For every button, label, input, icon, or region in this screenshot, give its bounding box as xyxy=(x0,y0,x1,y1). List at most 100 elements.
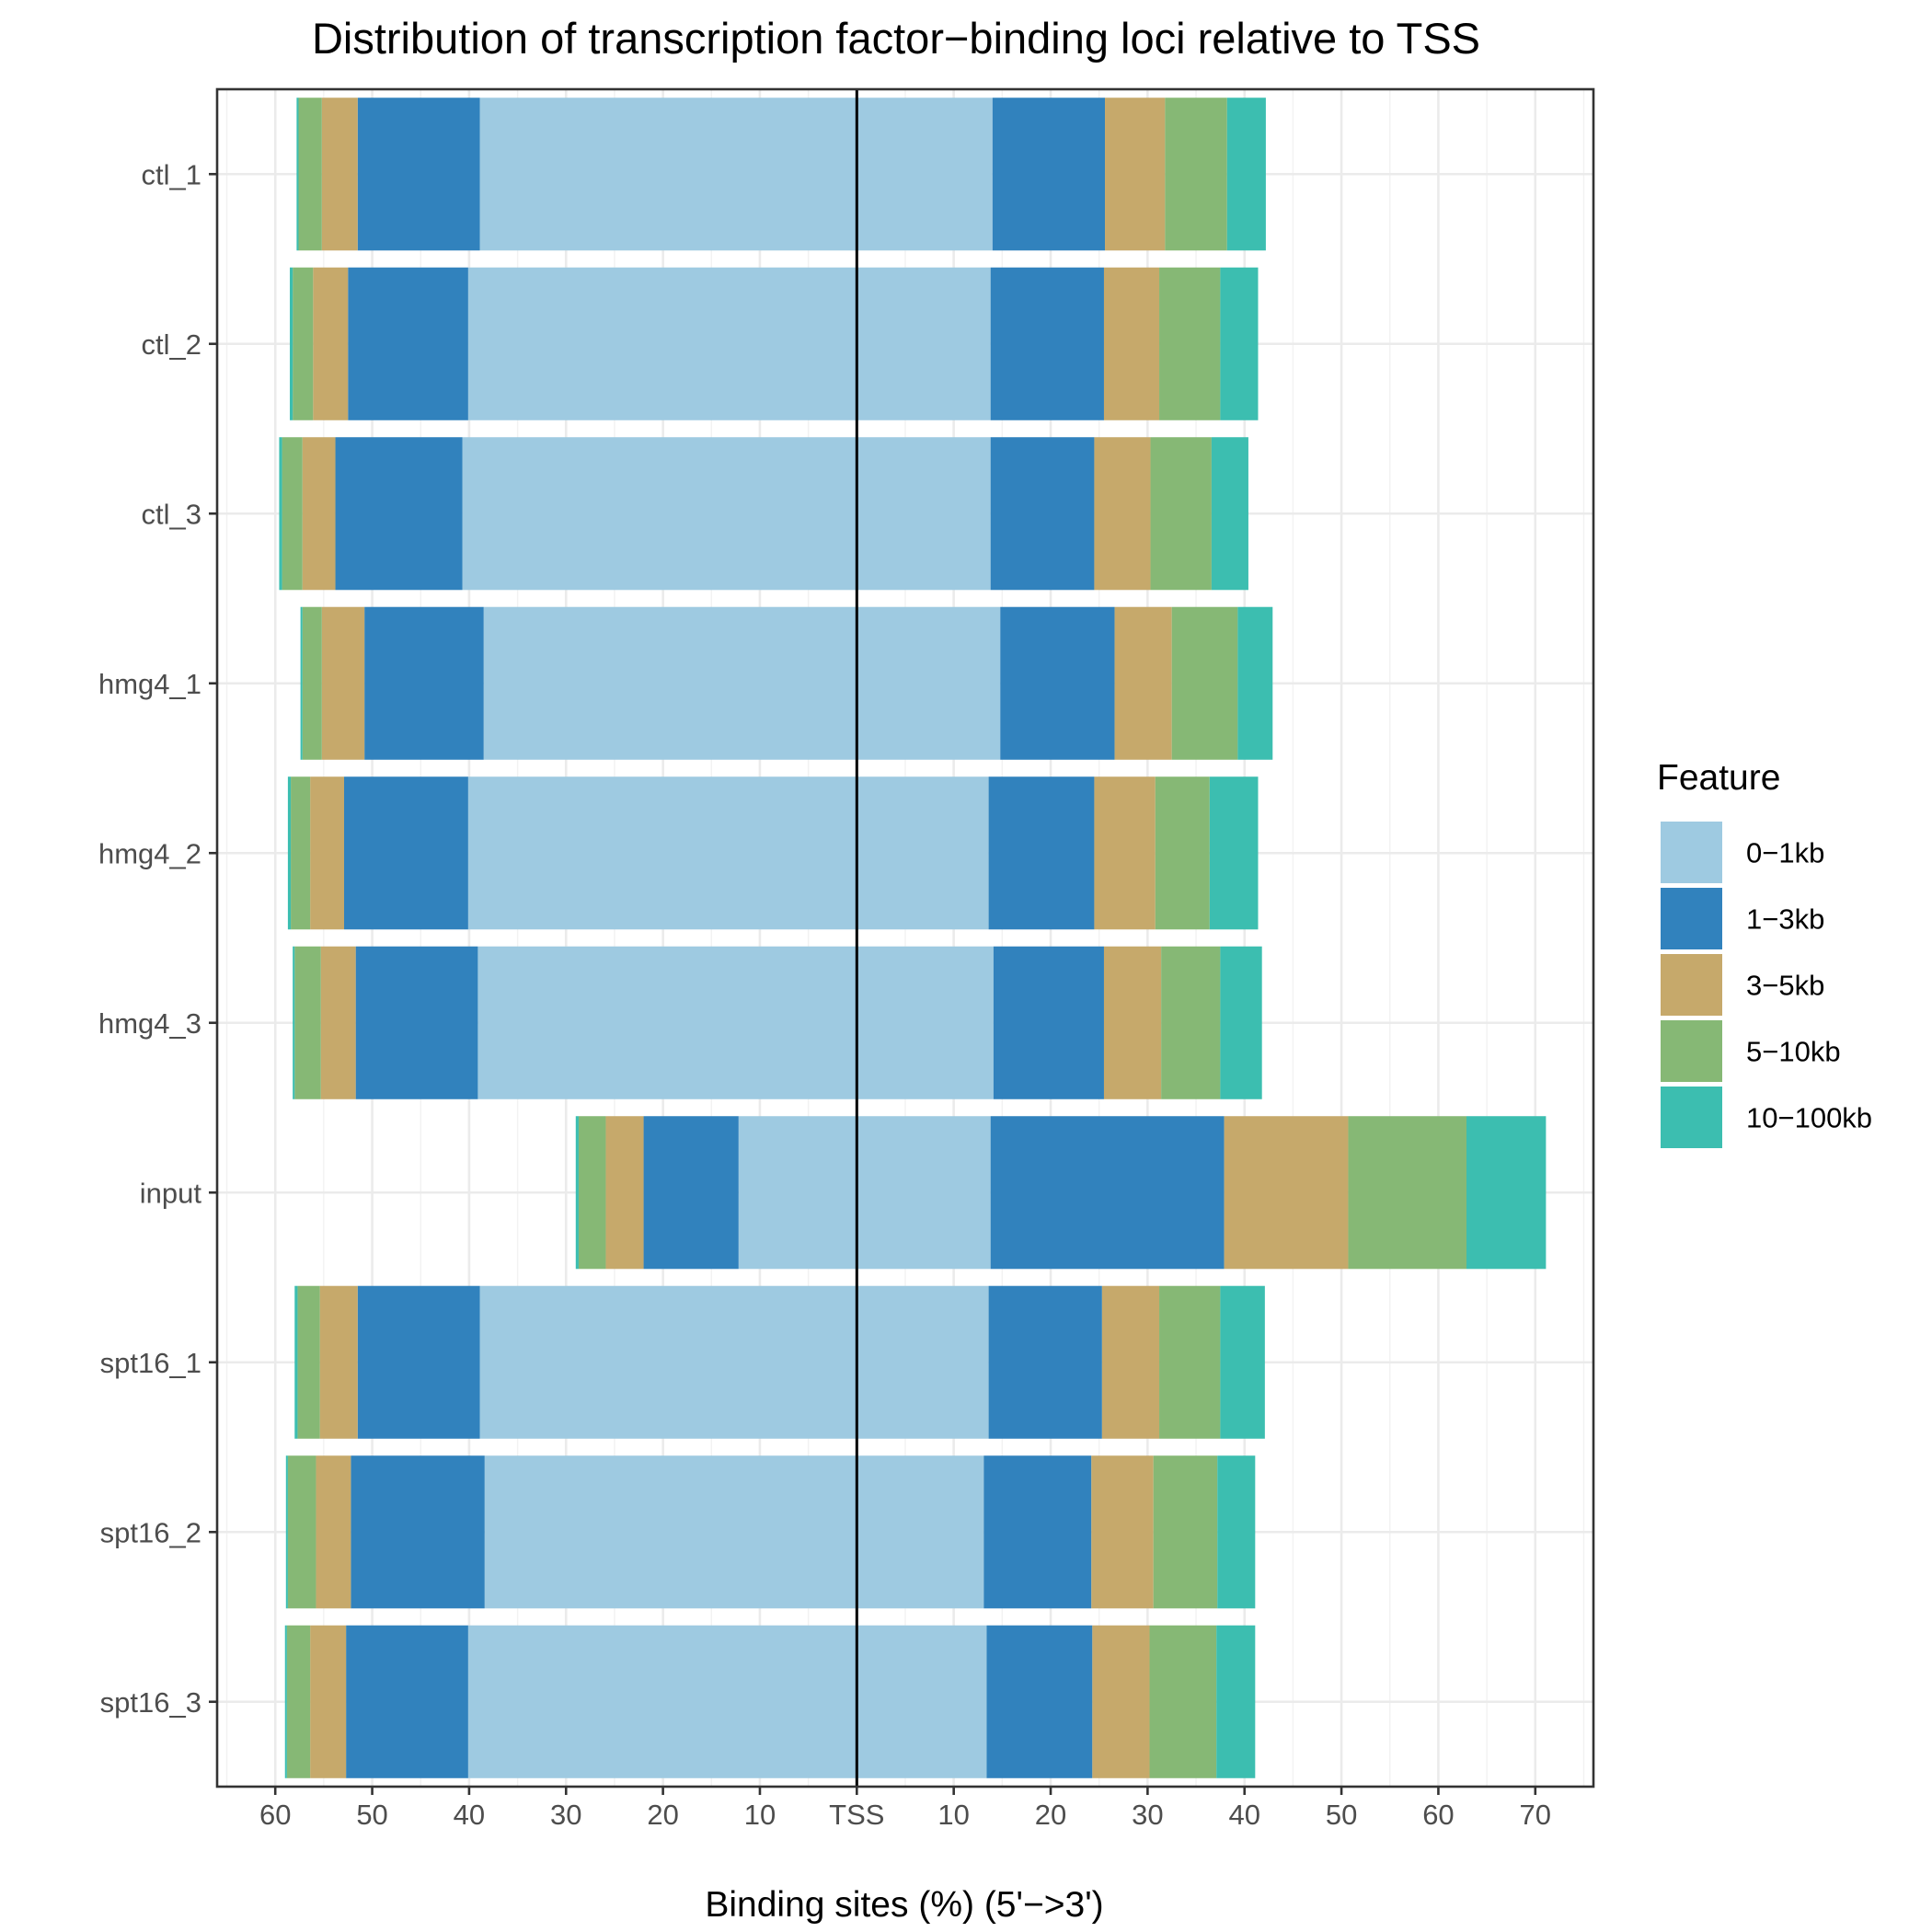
bar-segment xyxy=(575,1116,579,1270)
y-tick-label: ctl_3 xyxy=(142,498,201,530)
bar-segment xyxy=(302,437,336,591)
bar-segment xyxy=(300,606,303,760)
bar-segment xyxy=(335,437,463,591)
bar-segment xyxy=(992,98,1106,251)
x-tick-label: 30 xyxy=(1132,1799,1163,1831)
x-tick-label: 10 xyxy=(937,1799,969,1831)
bar-segment xyxy=(1237,606,1273,760)
legend-title: Feature xyxy=(1657,758,1780,798)
bar-segment xyxy=(484,1455,857,1609)
bar-segment xyxy=(1114,606,1172,760)
bar-segment xyxy=(1224,1116,1349,1270)
bar-segment xyxy=(857,98,993,251)
y-tick-label: input xyxy=(140,1177,202,1209)
chart-title: Distribution of transcription factor−bin… xyxy=(312,14,1480,63)
bar-segment xyxy=(990,437,1095,591)
bar-segment xyxy=(479,98,857,251)
bar-segment xyxy=(348,267,468,420)
bar-segment xyxy=(302,606,322,760)
x-axis-title: Binding sites (%) (5'−>3') xyxy=(705,1885,1103,1925)
bar-segment xyxy=(1161,946,1221,1099)
x-tick-label: 60 xyxy=(259,1799,291,1831)
bar-segment xyxy=(279,437,282,591)
bar-segment xyxy=(1165,98,1227,251)
x-tick-label: 40 xyxy=(1228,1799,1259,1831)
bar-segment xyxy=(738,1116,857,1270)
bar-segment xyxy=(296,98,299,251)
bar-segment xyxy=(1103,946,1162,1099)
bar-segment xyxy=(857,267,991,420)
bar-segment xyxy=(857,1625,987,1778)
bar-segment xyxy=(291,776,311,930)
bar-segment xyxy=(319,1285,358,1439)
bar-segment xyxy=(1226,98,1266,251)
x-tick-label: 30 xyxy=(550,1799,581,1831)
bar-segment xyxy=(1217,1455,1256,1609)
bar-segment xyxy=(1159,1285,1221,1439)
legend: Feature 0−1kb 1−3kb 3−5kb 5−10kb 10−100kb xyxy=(1657,758,1872,1148)
legend-key xyxy=(1661,822,1722,883)
bar-segment xyxy=(313,267,349,420)
legend-key xyxy=(1661,954,1722,1016)
bar-segment xyxy=(321,606,365,760)
y-tick-label: spt16_2 xyxy=(100,1516,201,1548)
y-tick-label: hmg4_3 xyxy=(98,1007,201,1040)
bar-segment xyxy=(316,1455,351,1609)
bar-segment xyxy=(298,98,322,251)
bar-segment xyxy=(293,946,295,1099)
bar-segment xyxy=(285,1455,288,1609)
bar-segment xyxy=(467,267,857,420)
bar-segment xyxy=(357,1285,480,1439)
bar-segment xyxy=(351,1455,485,1609)
bar-segment xyxy=(857,1455,984,1609)
legend-label: 0−1kb xyxy=(1746,837,1824,869)
y-tick-label: spt16_3 xyxy=(100,1686,201,1719)
bar-segment xyxy=(310,1625,347,1778)
bar-segment xyxy=(1171,606,1238,760)
bar-segment xyxy=(988,776,1095,930)
bar-segment xyxy=(477,946,857,1099)
legend-label: 10−100kb xyxy=(1746,1102,1872,1134)
bar-segment xyxy=(643,1116,739,1270)
bar-segment xyxy=(355,946,478,1099)
bar-segment xyxy=(605,1116,644,1270)
x-tick-label: 50 xyxy=(1326,1799,1357,1831)
bar-segment xyxy=(297,1285,320,1439)
bars xyxy=(279,89,1547,1787)
bar-segment xyxy=(320,946,356,1099)
legend-key xyxy=(1661,1087,1722,1148)
bar-segment xyxy=(983,1455,1092,1609)
bar-segment xyxy=(346,1625,468,1778)
bar-segment xyxy=(993,946,1104,1099)
bar-segment xyxy=(1149,1625,1217,1778)
bar-segment xyxy=(857,946,994,1099)
bar-segment xyxy=(1155,776,1210,930)
legend-key xyxy=(1661,1020,1722,1082)
bar-segment xyxy=(1094,776,1156,930)
bar-segment xyxy=(1092,1625,1150,1778)
bar-segment xyxy=(1220,1285,1265,1439)
bar-segment xyxy=(282,437,303,591)
x-tick-label: 10 xyxy=(744,1799,776,1831)
bar-segment xyxy=(1150,437,1212,591)
bar-segment xyxy=(990,267,1104,420)
x-tick-label: 20 xyxy=(647,1799,678,1831)
bar-segment xyxy=(467,776,857,930)
y-tick-label: spt16_1 xyxy=(100,1347,201,1379)
bar-segment xyxy=(357,98,480,251)
bar-segment xyxy=(857,776,989,930)
bar-segment xyxy=(990,1116,1225,1270)
bar-segment xyxy=(1091,1455,1154,1609)
bar-segment xyxy=(462,437,857,591)
bar-segment xyxy=(1220,946,1262,1099)
bar-segment xyxy=(293,267,314,420)
bar-segment xyxy=(1159,267,1221,420)
y-tick-label: hmg4_1 xyxy=(98,668,201,700)
legend-label: 1−3kb xyxy=(1746,903,1824,936)
legend-label: 3−5kb xyxy=(1746,970,1824,1002)
bar-segment xyxy=(479,1285,857,1439)
bar-segment xyxy=(1094,437,1151,591)
panel-border xyxy=(215,87,1595,1788)
bar-segment xyxy=(344,776,468,930)
